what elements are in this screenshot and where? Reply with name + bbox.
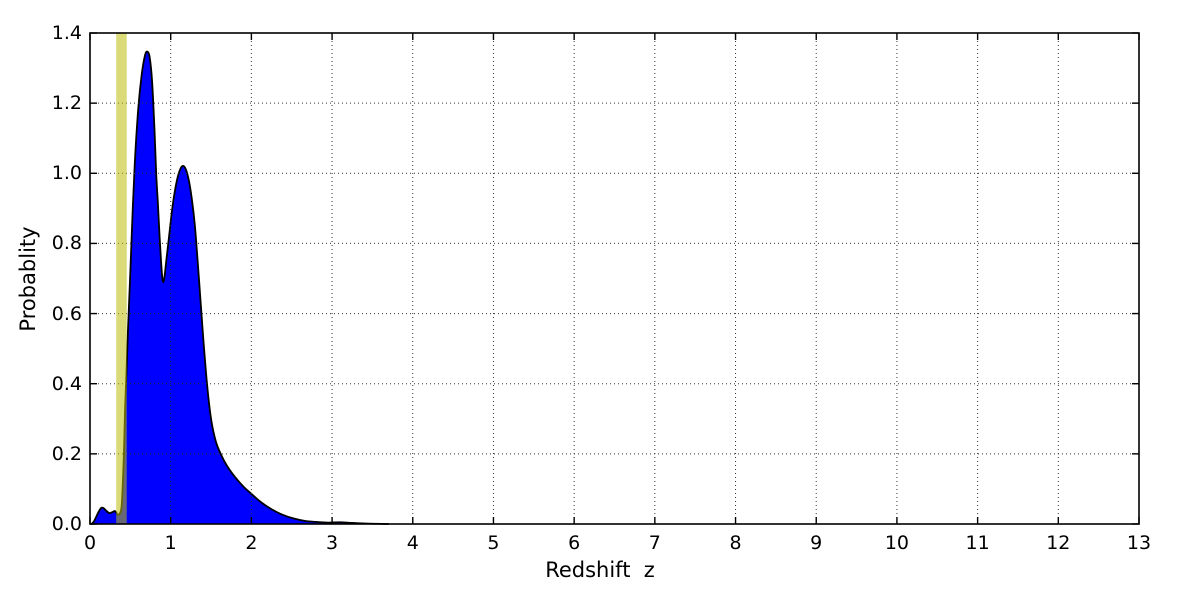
x-tick-label: 5 — [487, 532, 500, 554]
x-tick-label: 4 — [406, 532, 419, 554]
x-tick-label: 2 — [245, 532, 258, 554]
x-tick-label: 6 — [568, 532, 581, 554]
y-tick-label: 1.0 — [51, 162, 82, 185]
x-axis-title: Redshift z — [545, 558, 655, 582]
x-tick-label: 13 — [1126, 532, 1152, 554]
x-tick-label: 9 — [810, 532, 823, 554]
x-tick-label: 8 — [729, 532, 742, 554]
x-tick-label: 3 — [326, 532, 339, 554]
x-tick-label: 1 — [164, 532, 177, 554]
y-axis-title: Probablity — [16, 226, 40, 332]
grid-layer — [90, 33, 1139, 524]
x-tick-label: 7 — [648, 532, 661, 554]
pdf-fill-layer — [91, 51, 389, 525]
reference-band-layer — [116, 33, 127, 524]
y-tick-label: 0.4 — [51, 372, 82, 395]
x-tick-label: 11 — [965, 532, 990, 554]
spine-layer — [89, 32, 1140, 525]
y-tick-label: 0.2 — [51, 442, 82, 465]
y-tick-label: 0.8 — [51, 232, 82, 255]
axes-spines — [89, 32, 1140, 525]
x-tick-label: 10 — [884, 532, 910, 554]
tick-layer — [89, 32, 1140, 525]
y-tick-label: 0.0 — [51, 513, 82, 535]
y-tick-label: 0.6 — [51, 302, 82, 325]
x-tick-label: 0 — [83, 532, 97, 554]
y-tick-label: 1.4 — [51, 22, 82, 44]
x-tick-label: 12 — [1046, 532, 1071, 554]
reference-redshift-band — [116, 33, 127, 524]
pdf-fill — [91, 51, 389, 525]
y-tick-label: 1.2 — [51, 92, 82, 115]
